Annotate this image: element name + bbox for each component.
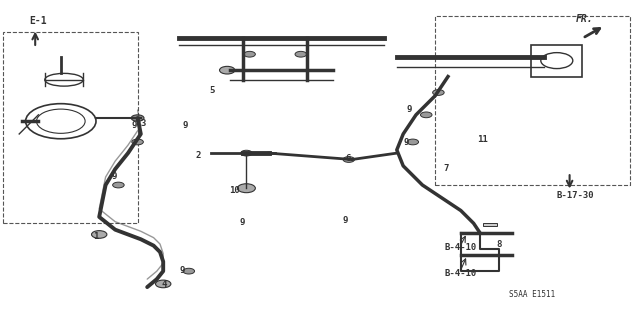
Text: B-4-10: B-4-10: [445, 243, 477, 252]
Text: 3: 3: [141, 119, 146, 128]
Text: 9: 9: [342, 216, 348, 225]
Circle shape: [295, 51, 307, 57]
Text: S5AA E1511: S5AA E1511: [509, 290, 555, 299]
Text: 4: 4: [161, 280, 166, 289]
Text: 9: 9: [179, 266, 184, 275]
Bar: [483, 223, 497, 226]
Circle shape: [343, 157, 355, 162]
Text: 9: 9: [182, 121, 188, 130]
Text: E-1: E-1: [29, 16, 47, 26]
Circle shape: [156, 280, 171, 288]
Circle shape: [433, 90, 444, 95]
Circle shape: [183, 268, 195, 274]
Text: 9: 9: [403, 138, 408, 147]
Text: 9: 9: [240, 218, 245, 227]
Text: 9: 9: [406, 105, 412, 114]
Text: FR.: FR.: [576, 14, 594, 24]
Circle shape: [241, 150, 252, 156]
Circle shape: [220, 66, 235, 74]
Text: 2: 2: [195, 151, 200, 160]
Text: 9: 9: [131, 121, 136, 130]
Circle shape: [113, 182, 124, 188]
Bar: [3, 32, 138, 223]
Text: 8: 8: [496, 240, 501, 249]
Circle shape: [131, 115, 144, 121]
Text: 6: 6: [346, 154, 351, 163]
Circle shape: [244, 51, 255, 57]
Text: 7: 7: [444, 164, 449, 173]
Text: B-4-10: B-4-10: [445, 269, 477, 278]
Text: 11: 11: [477, 135, 488, 144]
Circle shape: [237, 184, 255, 193]
Circle shape: [420, 112, 432, 118]
Circle shape: [407, 139, 419, 145]
Text: 9: 9: [111, 172, 116, 181]
Circle shape: [92, 231, 107, 238]
Bar: [531, 45, 582, 77]
Text: 10: 10: [229, 186, 240, 195]
Text: 1: 1: [93, 232, 98, 241]
Circle shape: [132, 139, 143, 145]
Text: 5: 5: [209, 85, 214, 94]
Bar: [435, 16, 630, 185]
Text: B-17-30: B-17-30: [557, 191, 595, 200]
